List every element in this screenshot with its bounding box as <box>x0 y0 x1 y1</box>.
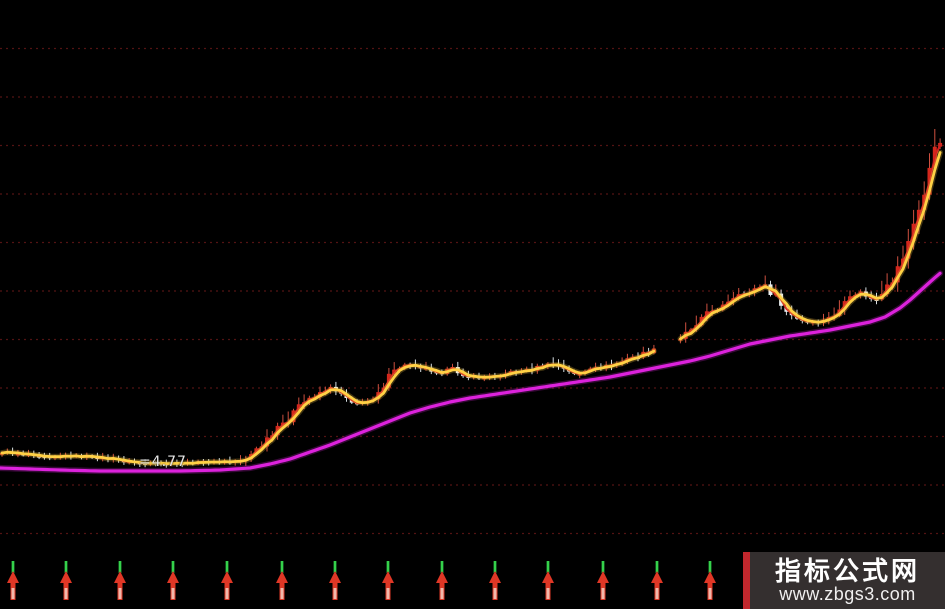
buy-signal-arrow <box>597 561 609 600</box>
buy-signal-arrow <box>114 561 126 600</box>
arrow-stem-highlight <box>440 588 444 599</box>
arrow-head <box>7 571 19 583</box>
arrow-head <box>597 571 609 583</box>
arrow-green-tip <box>334 561 336 572</box>
buy-signal-arrow <box>7 561 19 600</box>
arrow-stem-highlight <box>171 588 175 599</box>
arrow-head <box>329 571 341 583</box>
arrow-head <box>221 571 233 583</box>
buy-signal-arrow <box>436 561 448 600</box>
buy-signal-arrow <box>276 561 288 600</box>
arrow-stem-highlight <box>64 588 68 599</box>
ma-line <box>679 151 942 341</box>
arrow-green-tip <box>602 561 604 572</box>
arrow-green-tip <box>12 561 14 572</box>
arrow-green-tip <box>441 561 443 572</box>
arrow-head <box>436 571 448 583</box>
arrow-head <box>167 571 179 583</box>
buy-signal-arrow <box>167 561 179 600</box>
arrow-green-tip <box>172 561 174 572</box>
arrow-green-tip <box>494 561 496 572</box>
arrow-green-tip <box>387 561 389 572</box>
buy-signal-arrows <box>7 561 716 600</box>
watermark-box: 指标公式网 www.zbgs3.com <box>743 552 945 609</box>
grid-lines <box>0 47 945 535</box>
arrow-head <box>651 571 663 583</box>
arrow-stem-highlight <box>333 588 337 599</box>
ma-slow-line <box>0 270 944 475</box>
arrow-head <box>114 571 126 583</box>
watermark-site-name: 指标公式网 <box>774 555 920 586</box>
arrow-stem-highlight <box>655 588 659 599</box>
ma-line <box>0 349 656 466</box>
arrow-green-tip <box>656 561 658 572</box>
arrow-stem-highlight <box>11 588 15 599</box>
watermark-url: www.zbgs3.com <box>779 583 916 604</box>
buy-signal-arrow <box>651 561 663 600</box>
arrow-stem-highlight <box>118 588 122 599</box>
arrow-head <box>704 571 716 583</box>
arrow-head <box>276 571 288 583</box>
ma-line <box>0 271 942 473</box>
arrow-stem-highlight <box>601 588 605 599</box>
arrow-green-tip <box>547 561 549 572</box>
ma-mid-line <box>0 149 943 467</box>
arrow-stem-highlight <box>280 588 284 599</box>
arrow-head <box>60 571 72 583</box>
buy-signal-arrow <box>60 561 72 600</box>
arrow-stem-highlight <box>546 588 550 599</box>
candles <box>0 129 943 468</box>
arrow-head <box>489 571 501 583</box>
arrow-stem-highlight <box>708 588 712 599</box>
arrow-stem-highlight <box>225 588 229 599</box>
buy-signal-arrow <box>489 561 501 600</box>
arrow-head <box>542 571 554 583</box>
buy-signal-arrow <box>221 561 233 600</box>
arrow-green-tip <box>65 561 67 572</box>
arrow-green-tip <box>226 561 228 572</box>
arrow-green-tip <box>709 561 711 572</box>
buy-signal-arrow <box>542 561 554 600</box>
arrow-head <box>382 571 394 583</box>
arrow-green-tip <box>119 561 121 572</box>
arrow-stem-highlight <box>493 588 497 599</box>
price-annotation: =4.77 <box>139 454 187 470</box>
buy-signal-arrow <box>329 561 341 600</box>
buy-signal-arrow <box>382 561 394 600</box>
ma-fast-line <box>1 143 942 465</box>
buy-signal-arrow <box>704 561 716 600</box>
arrow-stem-highlight <box>386 588 390 599</box>
arrow-green-tip <box>281 561 283 572</box>
line-glow <box>0 270 944 475</box>
